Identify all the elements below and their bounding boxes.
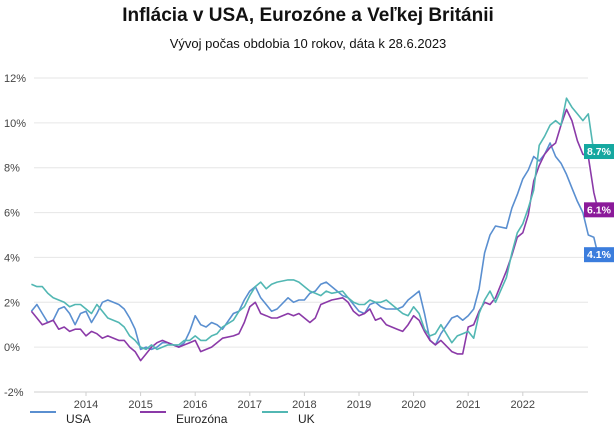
chart-subtitle: Vývoj počas obdobia 10 rokov, dáta k 28.… — [169, 36, 447, 51]
y-tick-label: -2% — [4, 387, 24, 399]
x-tick-label: 2015 — [128, 399, 152, 411]
legend-label-eurozona: Eurozóna — [176, 412, 228, 426]
x-tick-label: 2019 — [347, 399, 371, 411]
end-label-eurozona: 6.1% — [587, 204, 612, 216]
end-label-box-eurozona — [584, 202, 614, 218]
series-layer — [30, 97, 600, 362]
grid-layer — [34, 77, 588, 393]
series-line-usa — [30, 142, 599, 351]
x-tick-label: 2021 — [456, 399, 480, 411]
y-tick-label: 0% — [4, 342, 20, 354]
y-tick-label: 10% — [4, 118, 26, 130]
y-tick-label: 12% — [4, 73, 26, 85]
y-tick-label: 4% — [4, 252, 20, 264]
end-label-box-usa — [584, 247, 614, 263]
x-tick-label: 2016 — [183, 399, 207, 411]
x-tick-label: 2020 — [401, 399, 425, 411]
series-line-uk — [31, 97, 599, 351]
x-tick-label: 2022 — [511, 399, 535, 411]
end-label-layer: 4.1% 6.1% 8.7% — [584, 144, 614, 263]
y-tick-label: 8% — [4, 163, 20, 175]
end-label-usa: 4.1% — [587, 249, 612, 261]
axis-layer: -2% 0% 2% 4% 6% 8% 10% 12% 2014 2015 2016 2017 2018 2… — [4, 73, 588, 411]
x-tick-label: 2017 — [238, 399, 262, 411]
x-tick-label: 2014 — [74, 399, 98, 411]
legend: USA Eurozóna UK — [30, 411, 315, 426]
end-label-box-uk — [584, 144, 614, 160]
y-tick-label: 2% — [4, 297, 20, 309]
chart-title: Inflácia v USA, Eurozóne a Veľkej Britán… — [122, 5, 494, 26]
x-tick-label: 2018 — [292, 399, 316, 411]
legend-label-usa: USA — [66, 412, 91, 426]
end-label-uk: 8.7% — [587, 146, 612, 158]
series-line-eurozona — [30, 108, 599, 362]
legend-label-uk: UK — [298, 412, 315, 426]
y-tick-label: 6% — [4, 208, 20, 220]
